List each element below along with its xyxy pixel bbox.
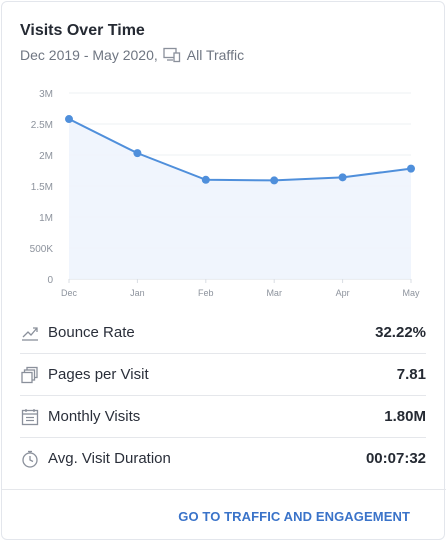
stopwatch-icon xyxy=(20,449,40,469)
data-point xyxy=(65,115,73,124)
traffic-filter[interactable]: All Traffic xyxy=(186,47,245,63)
metric-value: 32.22% xyxy=(375,324,426,341)
calendar-icon xyxy=(20,407,40,427)
metric-row: Monthly Visits 1.80M xyxy=(20,396,426,438)
devices-icon xyxy=(163,47,181,63)
y-tick-label: 0 xyxy=(47,275,53,286)
metric-value: 7.81 xyxy=(396,366,426,383)
data-point xyxy=(201,175,210,184)
x-tick-label: Jan xyxy=(130,288,145,298)
data-point xyxy=(338,173,347,182)
y-tick-label: 2.5M xyxy=(31,120,53,131)
y-tick-label: 500K xyxy=(30,244,54,255)
widget-title: Visits Over Time xyxy=(20,22,145,39)
card-footer-divider xyxy=(2,489,446,490)
x-tick-label: Mar xyxy=(266,288,282,298)
pages-icon xyxy=(20,365,40,385)
x-tick-label: Apr xyxy=(336,288,350,298)
metric-label: Monthly Visits xyxy=(48,408,141,425)
y-tick-label: 2M xyxy=(39,151,53,162)
trend-icon xyxy=(20,323,40,343)
date-range: Dec 2019 - May 2020, xyxy=(20,47,158,63)
metric-row: Bounce Rate 32.22% xyxy=(20,312,426,354)
metric-row: Pages per Visit 7.81 xyxy=(20,354,426,396)
data-point xyxy=(270,176,279,185)
metric-value: 00:07:32 xyxy=(365,450,426,467)
y-tick-label: 3M xyxy=(39,89,53,100)
x-tick-label: Dec xyxy=(61,288,78,298)
data-point xyxy=(133,149,142,158)
x-tick-label: May xyxy=(402,288,420,298)
visits-chart: 0 500K 1M 1.5M 2M 2.5M 3M Dec Jan Feb Mar Apr May xyxy=(30,89,420,298)
y-tick-label: 1M xyxy=(39,213,53,224)
metric-label: Pages per Visit xyxy=(48,366,149,383)
series-area xyxy=(69,119,411,279)
x-tick-label: Feb xyxy=(198,288,214,298)
metrics-list: Bounce Rate 32.22% Pages per Visit 7.81 Mont… xyxy=(20,312,426,479)
y-tick-label: 1.5M xyxy=(31,182,53,193)
metric-label: Avg. Visit Duration xyxy=(48,450,171,467)
go-to-traffic-link[interactable]: GO TO TRAFFIC AND ENGAGEMENT xyxy=(178,509,410,524)
series-line xyxy=(68,118,412,182)
widget-subtitle: Dec 2019 - May 2020, All Traffic xyxy=(20,47,244,63)
metric-row: Avg. Visit Duration 00:07:32 xyxy=(20,438,426,479)
data-point xyxy=(407,164,415,173)
metric-value: 1.80M xyxy=(384,408,426,425)
metric-label: Bounce Rate xyxy=(48,324,135,341)
